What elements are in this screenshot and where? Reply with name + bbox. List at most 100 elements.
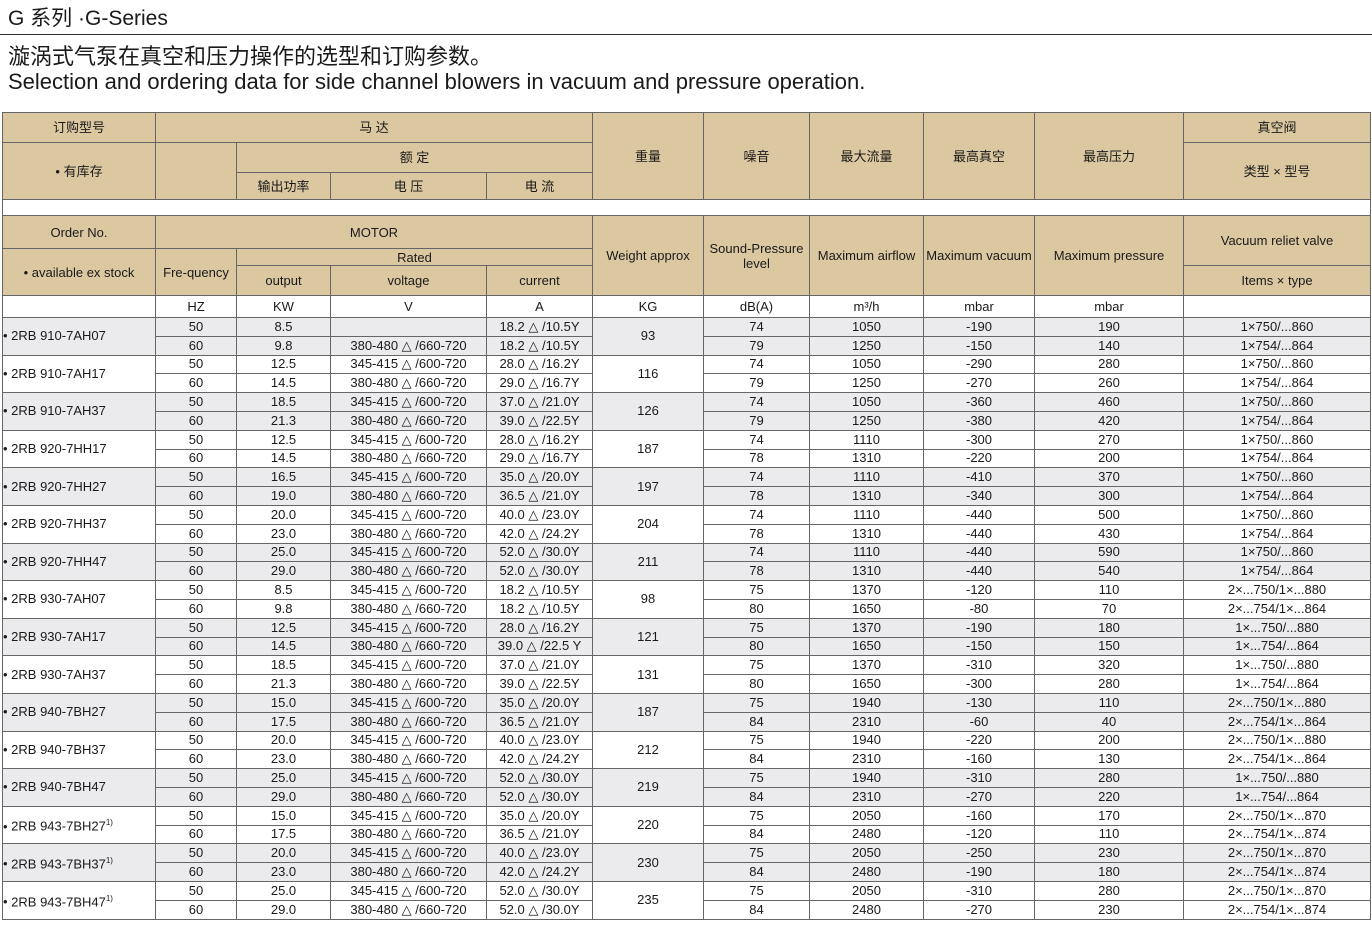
data-cell: 1×754/...864 bbox=[1183, 486, 1371, 506]
data-cell: 21.3 bbox=[236, 674, 331, 694]
data-cell: 78 bbox=[703, 486, 810, 506]
data-cell: 1050 bbox=[809, 317, 924, 337]
order-name: 2RB 943-7BH47 bbox=[11, 893, 106, 909]
order-no: 2RB 930-7AH17 bbox=[2, 617, 156, 657]
order-name: 2RB 943-7BH27 bbox=[11, 818, 106, 834]
data-cell: 80 bbox=[703, 674, 810, 694]
data-cell: 345-415 △ /600-720 bbox=[330, 542, 487, 563]
weight: 121 bbox=[592, 617, 704, 657]
data-cell: 260 bbox=[1034, 373, 1184, 394]
order-no: 2RB 930-7AH07 bbox=[2, 580, 156, 619]
data-cell: 1310 bbox=[809, 561, 924, 582]
header-cell: 有库存 bbox=[2, 142, 156, 200]
data-cell: -80 bbox=[923, 598, 1035, 619]
data-cell: 380-480 △ /660-720 bbox=[330, 410, 487, 431]
data-cell: 110 bbox=[1034, 692, 1184, 713]
data-cell: -440 bbox=[923, 523, 1035, 544]
weight: 126 bbox=[592, 392, 704, 431]
data-cell: 345-415 △ /600-720 bbox=[330, 467, 487, 488]
data-cell: 2×...754/1×...864 bbox=[1183, 749, 1371, 770]
unit-cell: m³/h bbox=[809, 295, 924, 318]
data-cell: 50 bbox=[155, 542, 237, 563]
data-cell: 140 bbox=[1034, 335, 1184, 356]
data-cell: 500 bbox=[1034, 504, 1184, 525]
data-cell: 17.5 bbox=[236, 711, 331, 732]
data-cell: 345-415 △ /600-720 bbox=[330, 354, 487, 375]
data-cell: 370 bbox=[1034, 467, 1184, 488]
data-cell: 2050 bbox=[809, 805, 924, 826]
data-cell: 1310 bbox=[809, 523, 924, 544]
spacer bbox=[2, 199, 1371, 216]
data-cell: 74 bbox=[703, 542, 810, 563]
weight: 235 bbox=[592, 880, 704, 920]
data-cell: -300 bbox=[923, 429, 1035, 450]
data-cell: 1050 bbox=[809, 392, 924, 412]
data-cell: 74 bbox=[703, 317, 810, 337]
order-name: 2RB 910-7AH37 bbox=[11, 403, 106, 419]
data-cell: 9.8 bbox=[236, 598, 331, 619]
data-cell: 1×...754/...864 bbox=[1183, 636, 1371, 657]
data-cell: 380-480 △ /660-720 bbox=[330, 674, 487, 694]
data-cell: -270 bbox=[923, 899, 1035, 920]
data-cell: -220 bbox=[923, 448, 1035, 469]
data-cell: 20.0 bbox=[236, 504, 331, 525]
data-cell: 2310 bbox=[809, 749, 924, 770]
data-cell: 2×...750/1×...870 bbox=[1183, 805, 1371, 826]
data-cell: -410 bbox=[923, 467, 1035, 488]
data-cell: 1×750/...860 bbox=[1183, 504, 1371, 525]
data-cell: -160 bbox=[923, 749, 1035, 770]
data-cell: 1250 bbox=[809, 410, 924, 431]
data-cell: 75 bbox=[703, 768, 810, 788]
header-cell: voltage bbox=[330, 265, 487, 296]
header-cell: Sound-Pressure level bbox=[703, 215, 810, 296]
data-cell: 2×...754/1×...874 bbox=[1183, 899, 1371, 920]
data-cell: 79 bbox=[703, 410, 810, 431]
data-cell: 50 bbox=[155, 843, 237, 864]
data-cell: 15.0 bbox=[236, 692, 331, 713]
data-cell: 50 bbox=[155, 504, 237, 525]
data-cell: 84 bbox=[703, 899, 810, 920]
order-no: 2RB 920-7HH17 bbox=[2, 429, 156, 469]
data-cell: 2050 bbox=[809, 880, 924, 901]
data-cell: 220 bbox=[1034, 786, 1184, 807]
data-cell: 37.0 △ /21.0Y bbox=[486, 655, 593, 676]
data-row: 60 9.8 380-480 △ /660-720 18.2 △ /10.5Y 80 16… bbox=[3, 598, 1371, 619]
data-cell: 180 bbox=[1034, 862, 1184, 882]
unit-cell: mbar bbox=[1034, 295, 1184, 318]
title-rule bbox=[0, 34, 1372, 35]
data-cell: 2×...750/1×...880 bbox=[1183, 580, 1371, 600]
data-cell: 50 bbox=[155, 354, 237, 375]
data-cell: 60 bbox=[155, 674, 237, 694]
order-no: 2RB 920-7HH47 bbox=[2, 542, 156, 582]
header-cell: Vacuum reliet valve bbox=[1183, 215, 1371, 266]
order-name: 2RB 940-7BH37 bbox=[11, 741, 106, 757]
data-cell: 29.0 bbox=[236, 561, 331, 582]
data-cell: 12.5 bbox=[236, 617, 331, 638]
data-cell: 110 bbox=[1034, 824, 1184, 845]
data-cell: 60 bbox=[155, 335, 237, 356]
data-cell: -130 bbox=[923, 692, 1035, 713]
data-cell: 345-415 △ /600-720 bbox=[330, 730, 487, 751]
data-cell: 345-415 △ /600-720 bbox=[330, 429, 487, 450]
order-no: 2RB 930-7AH37 bbox=[2, 655, 156, 694]
data-cell: 23.0 bbox=[236, 523, 331, 544]
data-cell: 430 bbox=[1034, 523, 1184, 544]
weight: 230 bbox=[592, 843, 704, 882]
header-cell: Order No. bbox=[2, 215, 156, 249]
data-cell: 270 bbox=[1034, 429, 1184, 450]
data-cell: 29.0 bbox=[236, 786, 331, 807]
data-cell: -120 bbox=[923, 580, 1035, 600]
data-cell: 380-480 △ /660-720 bbox=[330, 335, 487, 356]
data-cell: 50 bbox=[155, 392, 237, 412]
data-cell: 75 bbox=[703, 805, 810, 826]
data-cell: 50 bbox=[155, 730, 237, 751]
header-cell: 订购型号 bbox=[2, 112, 156, 143]
data-cell: 50 bbox=[155, 768, 237, 788]
data-cell: 50 bbox=[155, 692, 237, 713]
order-no: 2RB 920-7HH37 bbox=[2, 504, 156, 544]
data-cell: 345-415 △ /600-720 bbox=[330, 692, 487, 713]
data-cell: 18.5 bbox=[236, 655, 331, 676]
